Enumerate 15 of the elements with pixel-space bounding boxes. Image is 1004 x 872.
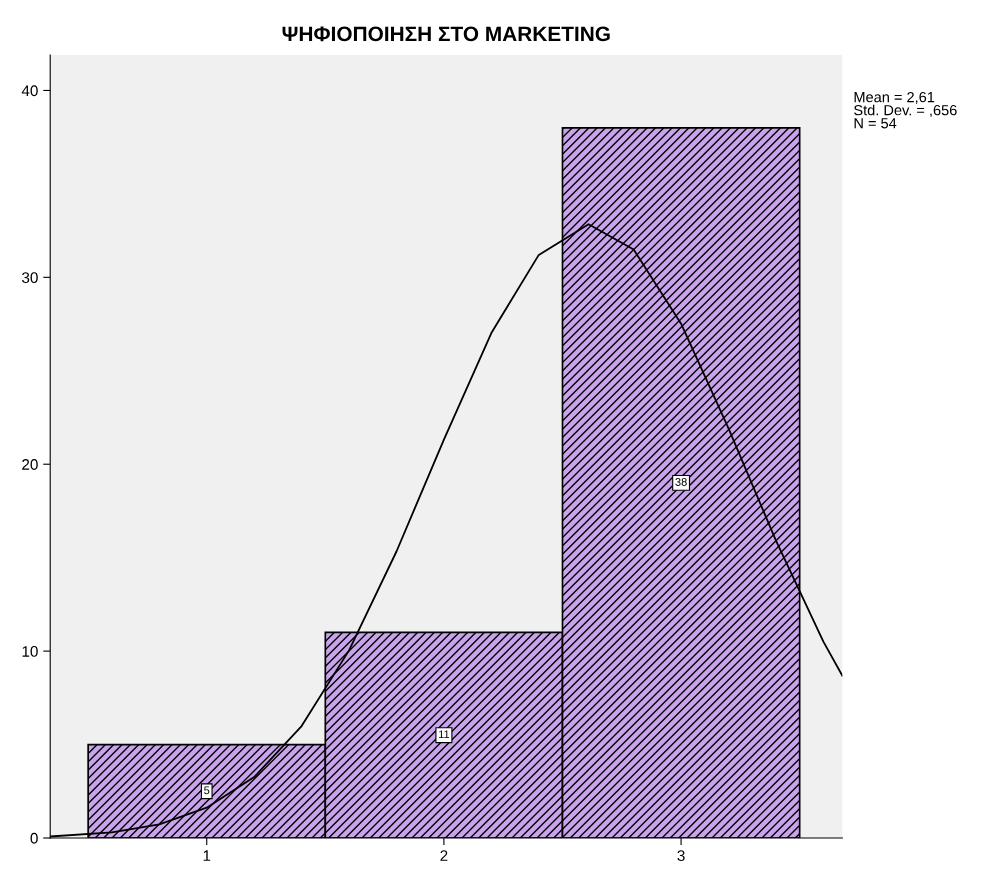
y-tick-label: 0 xyxy=(30,832,38,844)
x-tick-label: 3 xyxy=(677,850,685,862)
y-tick-label: 30 xyxy=(21,272,38,284)
text: Std. Dev. = ,656 xyxy=(854,104,957,118)
y-tick-label: 20 xyxy=(22,459,38,470)
data-label: 5 xyxy=(204,786,210,795)
x-tick-label: 2 xyxy=(440,850,448,861)
data-label: 11 xyxy=(438,730,450,739)
text: N = 54 xyxy=(854,118,897,129)
text: Mean = 2,61 xyxy=(854,91,935,104)
y-tick-label: 10 xyxy=(22,645,38,657)
data-label: 38 xyxy=(675,478,687,486)
chart-title: ΨΗΦΙΟΠΟΙΗΣΗ ΣΤΟ MARKETING xyxy=(282,26,610,42)
x-tick-label: 1 xyxy=(203,850,211,861)
y-tick-label: 40 xyxy=(21,85,38,97)
